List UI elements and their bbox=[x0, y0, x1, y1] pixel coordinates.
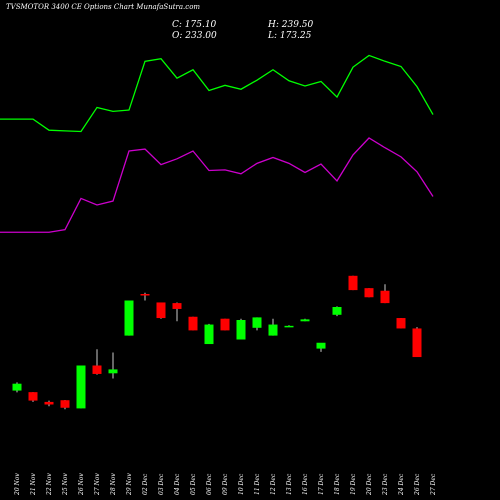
candle-body bbox=[220, 318, 230, 331]
x-tick-label: 26 Nov bbox=[78, 473, 85, 496]
x-tick-label: 19 Dec bbox=[350, 473, 357, 495]
x-tick-label: 24 Dec bbox=[398, 473, 405, 496]
candle-body bbox=[28, 392, 38, 401]
candle-body bbox=[140, 294, 150, 296]
candle-body bbox=[236, 320, 246, 340]
x-tick-label: 21 Nov bbox=[30, 473, 37, 496]
x-tick-label: 20 Dec bbox=[366, 473, 373, 496]
x-tick-label: 28 Nov bbox=[110, 473, 117, 496]
candle-body bbox=[396, 318, 406, 329]
indicator-line-1 bbox=[0, 54, 434, 133]
candle-body bbox=[380, 290, 390, 304]
x-tick-label: 16 Dec bbox=[302, 473, 309, 495]
x-tick-label: 03 Dec bbox=[158, 473, 165, 495]
x-tick-label: 13 Dec bbox=[286, 473, 293, 495]
indicator-line-2 bbox=[0, 137, 434, 233]
candle-body bbox=[316, 342, 326, 349]
x-tick-label: 12 Dec bbox=[270, 473, 277, 495]
chart-title: TVSMOTOR 3400 CE Options Chart MunafaSut… bbox=[6, 3, 201, 11]
candle-body bbox=[172, 303, 182, 309]
open-label: O: 233.00 bbox=[172, 31, 217, 41]
low-label: L: 173.25 bbox=[268, 31, 312, 41]
candle-body bbox=[92, 365, 102, 374]
x-tick-label: 26 Dec bbox=[414, 473, 421, 496]
x-tick-label: 09 Dec bbox=[222, 473, 229, 495]
candle-body bbox=[252, 317, 262, 328]
candle-body bbox=[300, 319, 310, 322]
candle-body bbox=[124, 300, 134, 336]
x-tick-label: 04 Dec bbox=[174, 473, 181, 495]
candle-body bbox=[364, 288, 374, 298]
candle-body bbox=[284, 325, 294, 328]
candle-body bbox=[188, 316, 198, 331]
candle-body bbox=[60, 400, 70, 408]
x-tick-label: 06 Dec bbox=[206, 473, 213, 495]
x-tick-label: 02 Dec bbox=[142, 473, 149, 495]
x-tick-label: 25 Nov bbox=[62, 473, 69, 496]
candle-body bbox=[76, 365, 86, 409]
x-tick-label: 22 Nov bbox=[46, 473, 53, 496]
x-tick-label: 17 Dec bbox=[318, 473, 325, 495]
candle-body bbox=[44, 401, 54, 405]
x-tick-label: 10 Dec bbox=[238, 473, 245, 495]
candle-body bbox=[268, 324, 278, 336]
x-tick-label: 23 Dec bbox=[382, 473, 389, 496]
candle-body bbox=[204, 324, 214, 345]
x-tick-label: 11 Dec bbox=[254, 473, 261, 495]
high-label: H: 239.50 bbox=[268, 20, 314, 30]
candle-body bbox=[412, 328, 422, 358]
x-tick-label: 05 Dec bbox=[190, 473, 197, 495]
x-tick-label: 29 Nov bbox=[126, 473, 133, 496]
candle-body bbox=[332, 307, 342, 315]
close-label: C: 175.10 bbox=[172, 20, 217, 30]
candle-body bbox=[12, 383, 22, 391]
candle-body bbox=[108, 369, 118, 374]
x-tick-label: 20 Nov bbox=[14, 473, 21, 496]
x-tick-label: 27 Nov bbox=[94, 473, 101, 496]
candle-body bbox=[156, 302, 166, 319]
x-tick-label: 18 Dec bbox=[334, 473, 341, 495]
x-tick-label: 27 Dec bbox=[430, 473, 437, 496]
candle-body bbox=[348, 275, 358, 291]
